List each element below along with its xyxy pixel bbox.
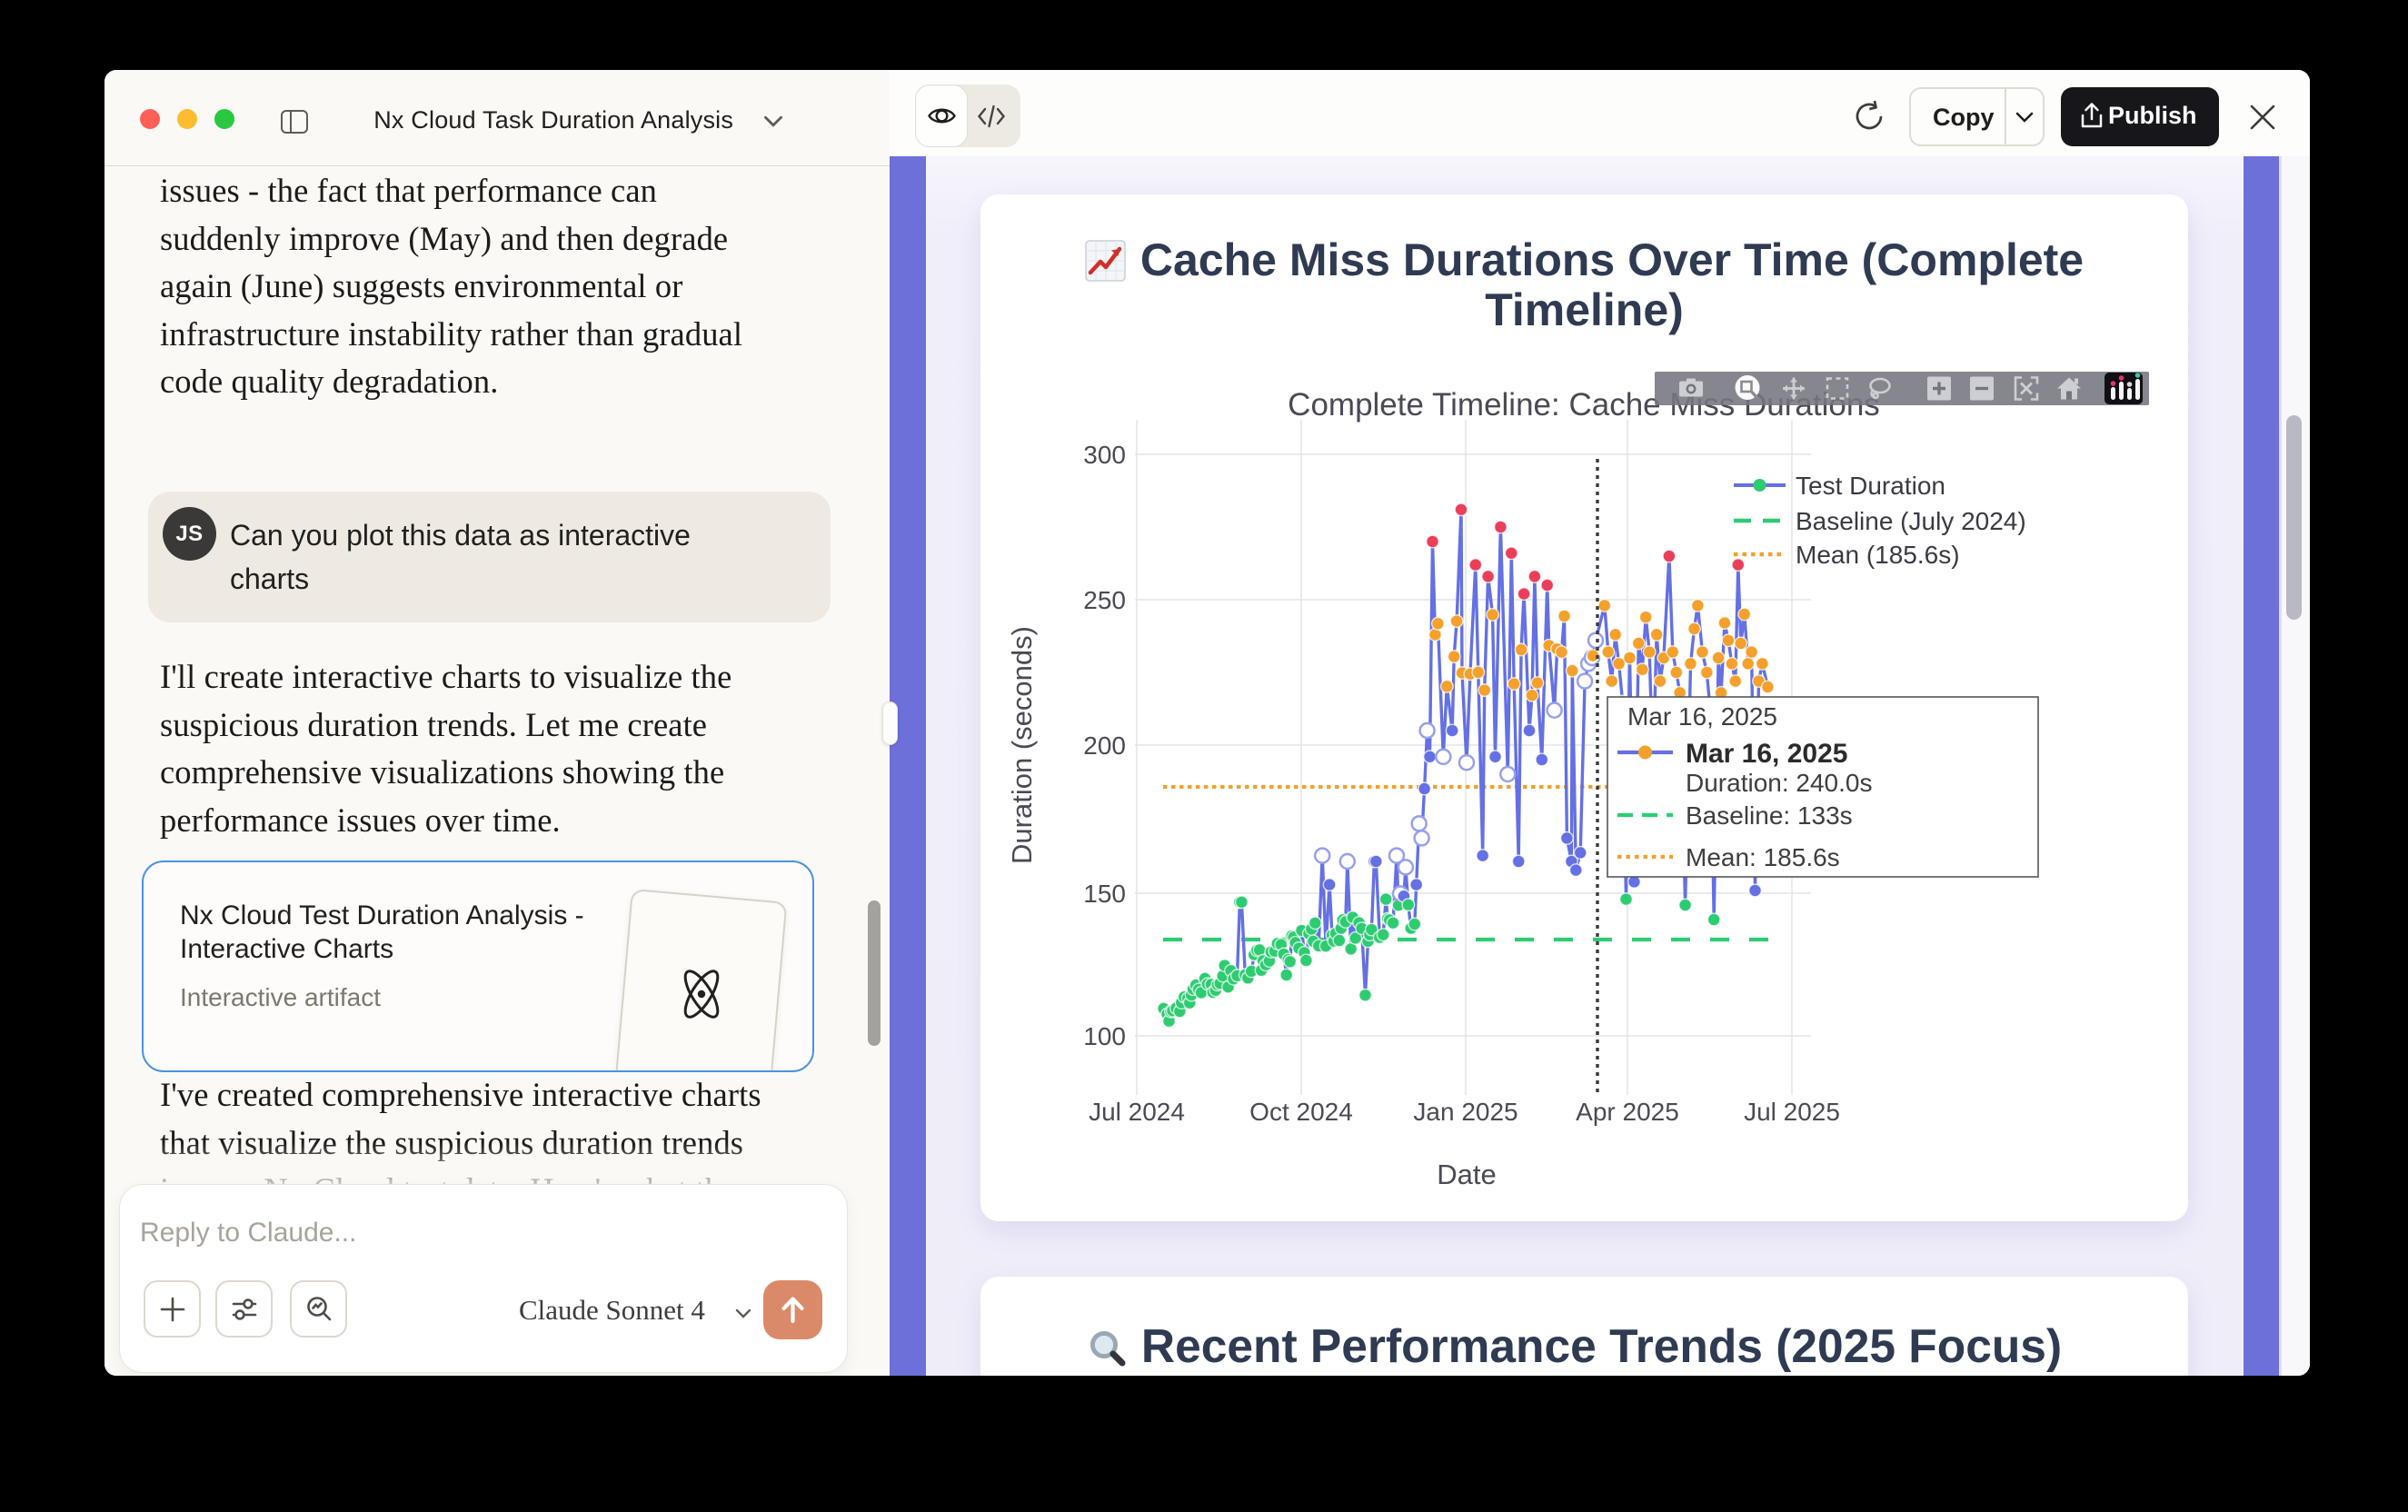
svg-text:Oct 2024: Oct 2024 [1249, 1098, 1353, 1126]
svg-text:Duration (seconds): Duration (seconds) [1006, 626, 1038, 864]
svg-text:Jul 2025: Jul 2025 [1744, 1098, 1840, 1126]
svg-text:250: 250 [1083, 586, 1126, 614]
svg-text:300: 300 [1083, 441, 1126, 469]
svg-text:Duration: 240.0s: Duration: 240.0s [1686, 769, 1872, 797]
svg-text:Apr 2025: Apr 2025 [1576, 1098, 1679, 1126]
svg-text:200: 200 [1083, 731, 1126, 760]
svg-text:Baseline: 133s: Baseline: 133s [1686, 801, 1853, 830]
svg-text:Mar 16, 2025: Mar 16, 2025 [1686, 739, 1847, 769]
svg-text:Baseline (July 2024): Baseline (July 2024) [1796, 507, 2026, 535]
svg-text:Date: Date [1437, 1159, 1496, 1190]
svg-text:Mar 16, 2025: Mar 16, 2025 [1627, 702, 1777, 731]
svg-text:Mean (185.6s): Mean (185.6s) [1796, 541, 1960, 569]
svg-text:150: 150 [1083, 880, 1126, 908]
svg-text:Jul 2024: Jul 2024 [1089, 1098, 1185, 1126]
svg-text:100: 100 [1083, 1022, 1126, 1050]
svg-text:Test Duration: Test Duration [1796, 472, 1945, 500]
svg-text:Mean: 185.6s: Mean: 185.6s [1686, 843, 1840, 871]
svg-text:Jan 2025: Jan 2025 [1413, 1098, 1517, 1126]
